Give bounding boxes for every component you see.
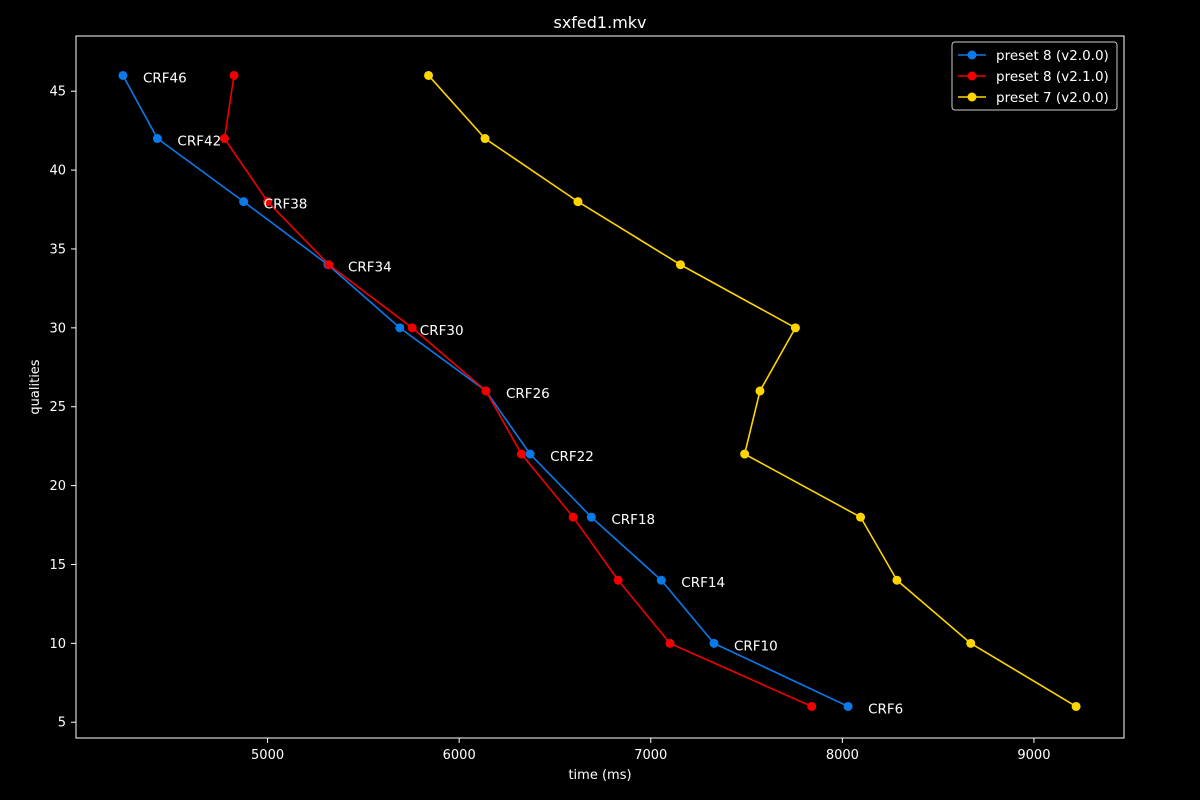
data-point bbox=[239, 197, 249, 207]
data-point bbox=[709, 638, 719, 648]
data-point bbox=[807, 701, 817, 711]
data-point bbox=[1071, 701, 1081, 711]
data-point bbox=[856, 512, 866, 522]
x-axis-label: time (ms) bbox=[568, 768, 631, 783]
legend-label: preset 7 (v2.0.0) bbox=[996, 90, 1109, 106]
crf-annotation: CRF34 bbox=[348, 260, 392, 276]
series-layer bbox=[118, 70, 1081, 711]
x-axis-ticks: 5000 6000 7000 8000 9000 bbox=[251, 738, 1050, 763]
crf-annotation: CRF42 bbox=[177, 134, 221, 150]
y-axis-ticks: 5 10 15 20 25 30 35 40 45 bbox=[49, 85, 76, 731]
data-point bbox=[740, 449, 750, 459]
crf-annotation: CRF18 bbox=[611, 512, 655, 528]
data-point bbox=[843, 701, 853, 711]
legend-box bbox=[951, 41, 1118, 111]
crf-annotation: CRF38 bbox=[264, 197, 308, 213]
data-point bbox=[755, 386, 765, 396]
crf-annotation: CRF6 bbox=[868, 701, 903, 717]
plot-area-frame bbox=[75, 35, 1125, 739]
data-point bbox=[219, 134, 229, 144]
data-point bbox=[118, 70, 128, 80]
chart-title: sxfed1.mkv bbox=[553, 13, 646, 32]
data-point bbox=[675, 260, 685, 270]
y-tick-label: 30 bbox=[49, 321, 66, 336]
y-tick-label: 20 bbox=[49, 479, 66, 494]
series-3 bbox=[424, 70, 1081, 711]
data-point bbox=[324, 260, 334, 270]
legend-marker bbox=[967, 92, 977, 102]
data-point bbox=[395, 323, 405, 333]
crf-annotation: CRF26 bbox=[506, 386, 550, 402]
x-tick-label: 5000 bbox=[251, 748, 284, 763]
y-tick-label: 10 bbox=[49, 637, 66, 652]
crf-annotation: CRF22 bbox=[550, 449, 594, 465]
legend-entry: preset 8 (v2.0.0) bbox=[958, 48, 1109, 64]
data-point bbox=[656, 575, 666, 585]
data-point bbox=[229, 70, 239, 80]
legend: preset 8 (v2.0.0) preset 8 (v2.1.0) preset… bbox=[951, 41, 1118, 111]
y-tick-label: 45 bbox=[49, 85, 66, 100]
legend-entry: preset 7 (v2.0.0) bbox=[958, 90, 1109, 106]
data-point bbox=[424, 70, 434, 80]
y-tick-label: 15 bbox=[49, 558, 66, 573]
y-tick-label: 35 bbox=[49, 242, 66, 257]
data-point bbox=[152, 134, 162, 144]
data-point bbox=[407, 323, 417, 333]
y-tick-label: 25 bbox=[49, 400, 66, 415]
legend-label: preset 8 (v2.1.0) bbox=[996, 69, 1109, 85]
x-tick-label: 7000 bbox=[634, 748, 667, 763]
y-axis-label: qualities bbox=[28, 359, 43, 414]
y-tick-label: 5 bbox=[58, 716, 66, 731]
y-tick-label: 40 bbox=[49, 164, 66, 179]
series-2 bbox=[219, 70, 817, 711]
x-tick-label: 9000 bbox=[1017, 748, 1050, 763]
data-point bbox=[525, 449, 535, 459]
data-point bbox=[263, 197, 273, 207]
data-point bbox=[892, 575, 902, 585]
data-point bbox=[665, 638, 675, 648]
crf-annotation: CRF10 bbox=[734, 638, 778, 654]
data-point bbox=[573, 197, 583, 207]
crf-annotation: CRF46 bbox=[143, 70, 187, 86]
legend-marker bbox=[967, 71, 977, 81]
legend-entries: preset 8 (v2.0.0) preset 8 (v2.1.0) preset… bbox=[958, 48, 1109, 106]
crf-annotation: CRF14 bbox=[681, 575, 725, 591]
x-tick-label: 6000 bbox=[443, 748, 476, 763]
crf-annotation: CRF30 bbox=[420, 323, 464, 339]
data-point bbox=[516, 449, 526, 459]
annotation-layer: CRF46 CRF42 CRF38 CRF34 CRF30 CRF26 CRF22 CRF18… bbox=[143, 70, 903, 717]
data-point bbox=[481, 386, 491, 396]
data-point bbox=[966, 638, 976, 648]
data-point bbox=[790, 323, 800, 333]
legend-entry: preset 8 (v2.1.0) bbox=[958, 69, 1109, 85]
data-point bbox=[613, 575, 623, 585]
data-point bbox=[568, 512, 578, 522]
data-point bbox=[586, 512, 596, 522]
data-point bbox=[480, 134, 490, 144]
legend-marker bbox=[967, 50, 977, 60]
x-tick-label: 8000 bbox=[826, 748, 859, 763]
legend-label: preset 8 (v2.0.0) bbox=[996, 48, 1109, 64]
